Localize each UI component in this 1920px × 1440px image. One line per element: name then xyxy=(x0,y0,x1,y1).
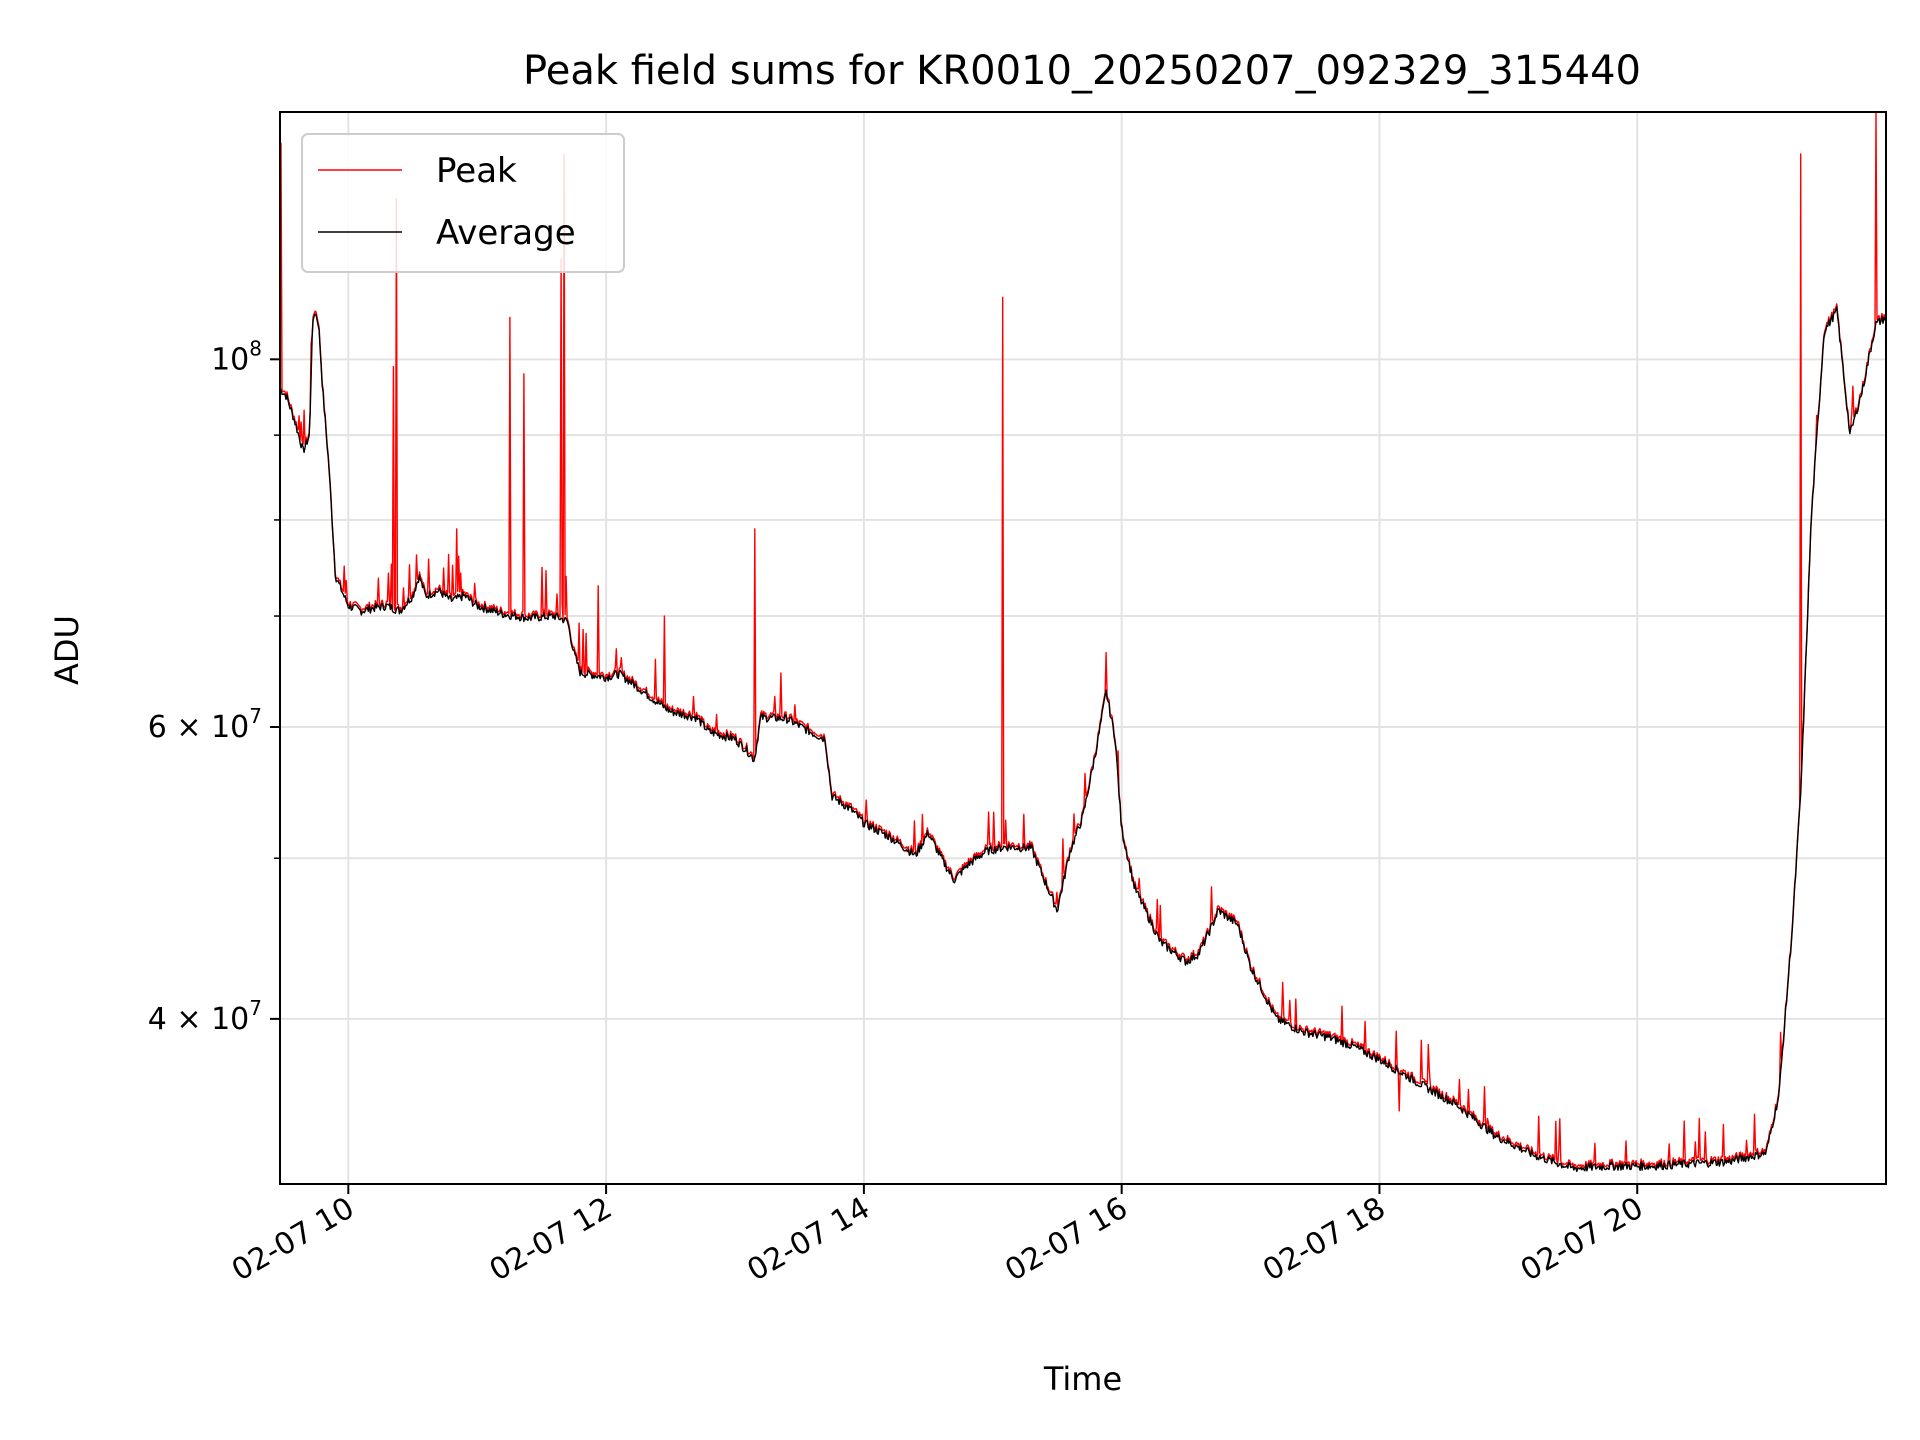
legend-label-average: Average xyxy=(436,213,576,253)
legend-label-peak: Peak xyxy=(436,151,517,191)
chart-title: Peak field sums for KR0010_20250207_0923… xyxy=(523,48,1641,94)
plot-area xyxy=(280,112,1886,1173)
series-layer xyxy=(280,112,1886,1173)
y-tick-label: 4 × 107 xyxy=(148,996,262,1037)
legend-box xyxy=(301,133,625,273)
y-tick-label: 108 xyxy=(211,336,262,377)
series-line-average xyxy=(280,306,1886,1173)
x-axis-label: Time xyxy=(1043,1360,1122,1398)
y-axis-label: ADU xyxy=(48,615,86,685)
plot-frame xyxy=(279,111,1887,1185)
y-tick-label: 6 × 107 xyxy=(148,704,262,745)
legend: Peak Average xyxy=(301,133,625,273)
